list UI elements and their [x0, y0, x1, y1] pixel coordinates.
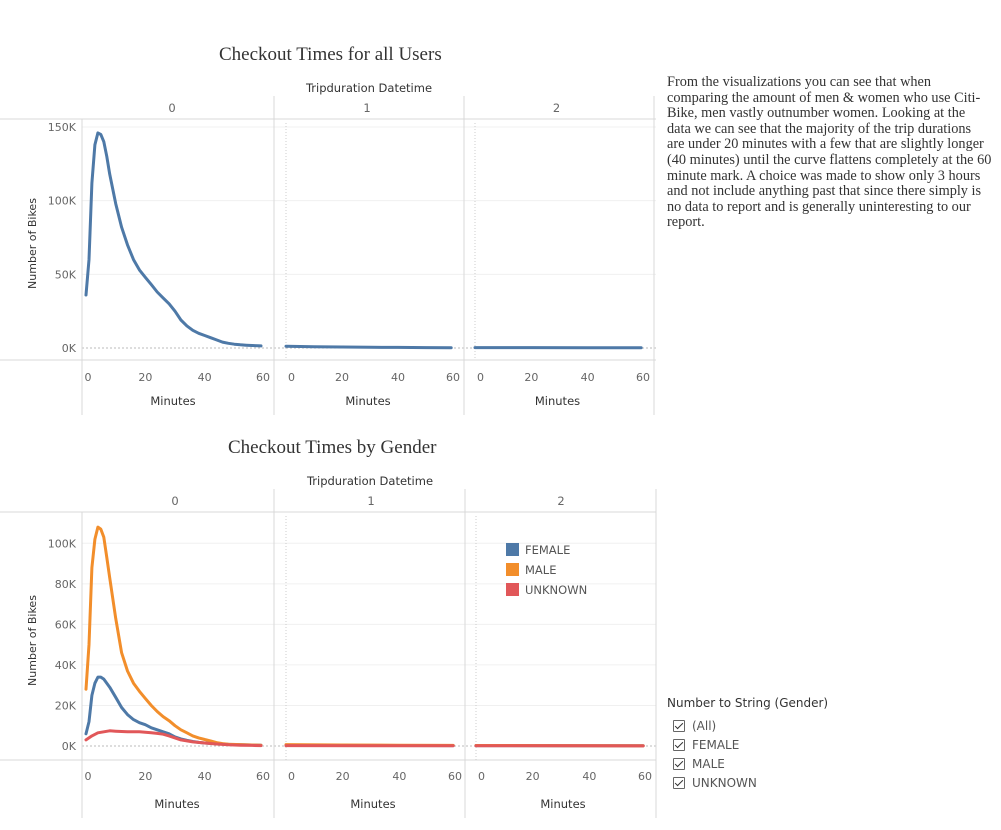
filter-item-female[interactable]: FEMALE — [673, 737, 739, 753]
x-axis-label: Minutes — [345, 394, 390, 408]
panel-header-0: 0 — [171, 494, 178, 508]
series-line-all-panel-0 — [84, 131, 263, 348]
x-tick-label: 40 — [392, 770, 406, 783]
checkbox-female[interactable] — [673, 739, 685, 751]
y-tick-label: 100K — [48, 537, 77, 550]
x-tick-label: 60 — [636, 371, 650, 384]
y-tick-label: 50K — [55, 268, 77, 281]
filter-item-male[interactable]: MALE — [673, 756, 725, 772]
x-tick-label: 20 — [524, 371, 538, 384]
x-tick-label: 60 — [446, 371, 460, 384]
legend-swatch-male — [506, 563, 519, 576]
checkbox-all[interactable] — [673, 720, 685, 732]
chart1-svg: Tripduration Datetime 0 1 2 0K 50K 100K 150K Num… — [0, 81, 656, 415]
y-tick-label: 150K — [48, 121, 77, 134]
column-header-title: Tripduration Datetime — [306, 474, 433, 488]
filter-item-unknown[interactable]: UNKNOWN — [673, 775, 757, 791]
x-tick-label: 20 — [138, 770, 152, 783]
chart1-title: Checkout Times for all Users — [219, 44, 442, 65]
panel-header-1: 1 — [363, 101, 370, 115]
legend-label-male: MALE — [525, 563, 556, 577]
x-axis-label: Minutes — [540, 797, 585, 811]
filter-item-all[interactable]: (All) — [673, 718, 716, 734]
x-tick-label: 0 — [85, 371, 92, 384]
panel-header-2: 2 — [553, 101, 560, 115]
x-tick-label: 40 — [198, 371, 212, 384]
y-tick-label: 60K — [55, 618, 77, 631]
checkbox-male[interactable] — [673, 758, 685, 770]
description-text: From the visualizations you can see that… — [667, 74, 992, 231]
checkbox-unknown[interactable] — [673, 777, 685, 789]
x-tick-label: 0 — [85, 770, 92, 783]
panel-header-1: 1 — [367, 494, 374, 508]
x-tick-label: 20 — [526, 770, 540, 783]
y-axis-label: Number of Bikes — [26, 198, 39, 289]
filter-label-female: FEMALE — [692, 738, 740, 752]
y-tick-label: 0K — [62, 740, 77, 753]
x-tick-label: 60 — [256, 371, 270, 384]
panel-header-2: 2 — [557, 494, 564, 508]
y-tick-label: 80K — [55, 578, 77, 591]
series-line-unknown-panel-0 — [84, 729, 263, 748]
x-tick-label: 20 — [335, 371, 349, 384]
legend-label-unknown: UNKNOWN — [525, 583, 587, 597]
filter-label-all: (All) — [692, 719, 717, 733]
y-tick-label: 0K — [62, 342, 77, 355]
gender-filter-title: Number to String (Gender) — [667, 696, 829, 710]
x-tick-label: 0 — [477, 371, 484, 384]
filter-label-unknown: UNKNOWN — [692, 776, 757, 790]
column-header-title: Tripduration Datetime — [305, 81, 432, 95]
series-line-male-panel-0 — [84, 525, 263, 747]
y-tick-label: 40K — [55, 659, 77, 672]
x-tick-label: 0 — [288, 770, 295, 783]
series-line-female-panel-0 — [84, 675, 263, 747]
panel-header-0: 0 — [168, 101, 175, 115]
x-tick-label: 40 — [391, 371, 405, 384]
series-line-all-panel-1 — [284, 344, 453, 350]
x-tick-label: 60 — [448, 770, 462, 783]
x-tick-label: 60 — [256, 770, 270, 783]
x-tick-label: 20 — [336, 770, 350, 783]
x-tick-label: 0 — [478, 770, 485, 783]
y-axis-label: Number of Bikes — [26, 595, 39, 686]
legend-swatch-unknown — [506, 583, 519, 596]
legend-label-female: FEMALE — [525, 543, 570, 557]
x-axis-label: Minutes — [154, 797, 199, 811]
y-tick-label: 20K — [55, 699, 77, 712]
x-tick-label: 40 — [581, 371, 595, 384]
legend-swatch-female — [506, 543, 519, 556]
filter-label-male: MALE — [692, 757, 725, 771]
x-axis-label: Minutes — [535, 394, 580, 408]
x-tick-label: 0 — [288, 371, 295, 384]
x-tick-label: 40 — [198, 770, 212, 783]
x-axis-label: Minutes — [350, 797, 395, 811]
x-tick-label: 20 — [138, 371, 152, 384]
x-tick-label: 40 — [582, 770, 596, 783]
x-axis-label: Minutes — [150, 394, 195, 408]
chart2-title: Checkout Times by Gender — [228, 437, 437, 458]
y-tick-label: 100K — [48, 195, 77, 208]
x-tick-label: 60 — [638, 770, 652, 783]
